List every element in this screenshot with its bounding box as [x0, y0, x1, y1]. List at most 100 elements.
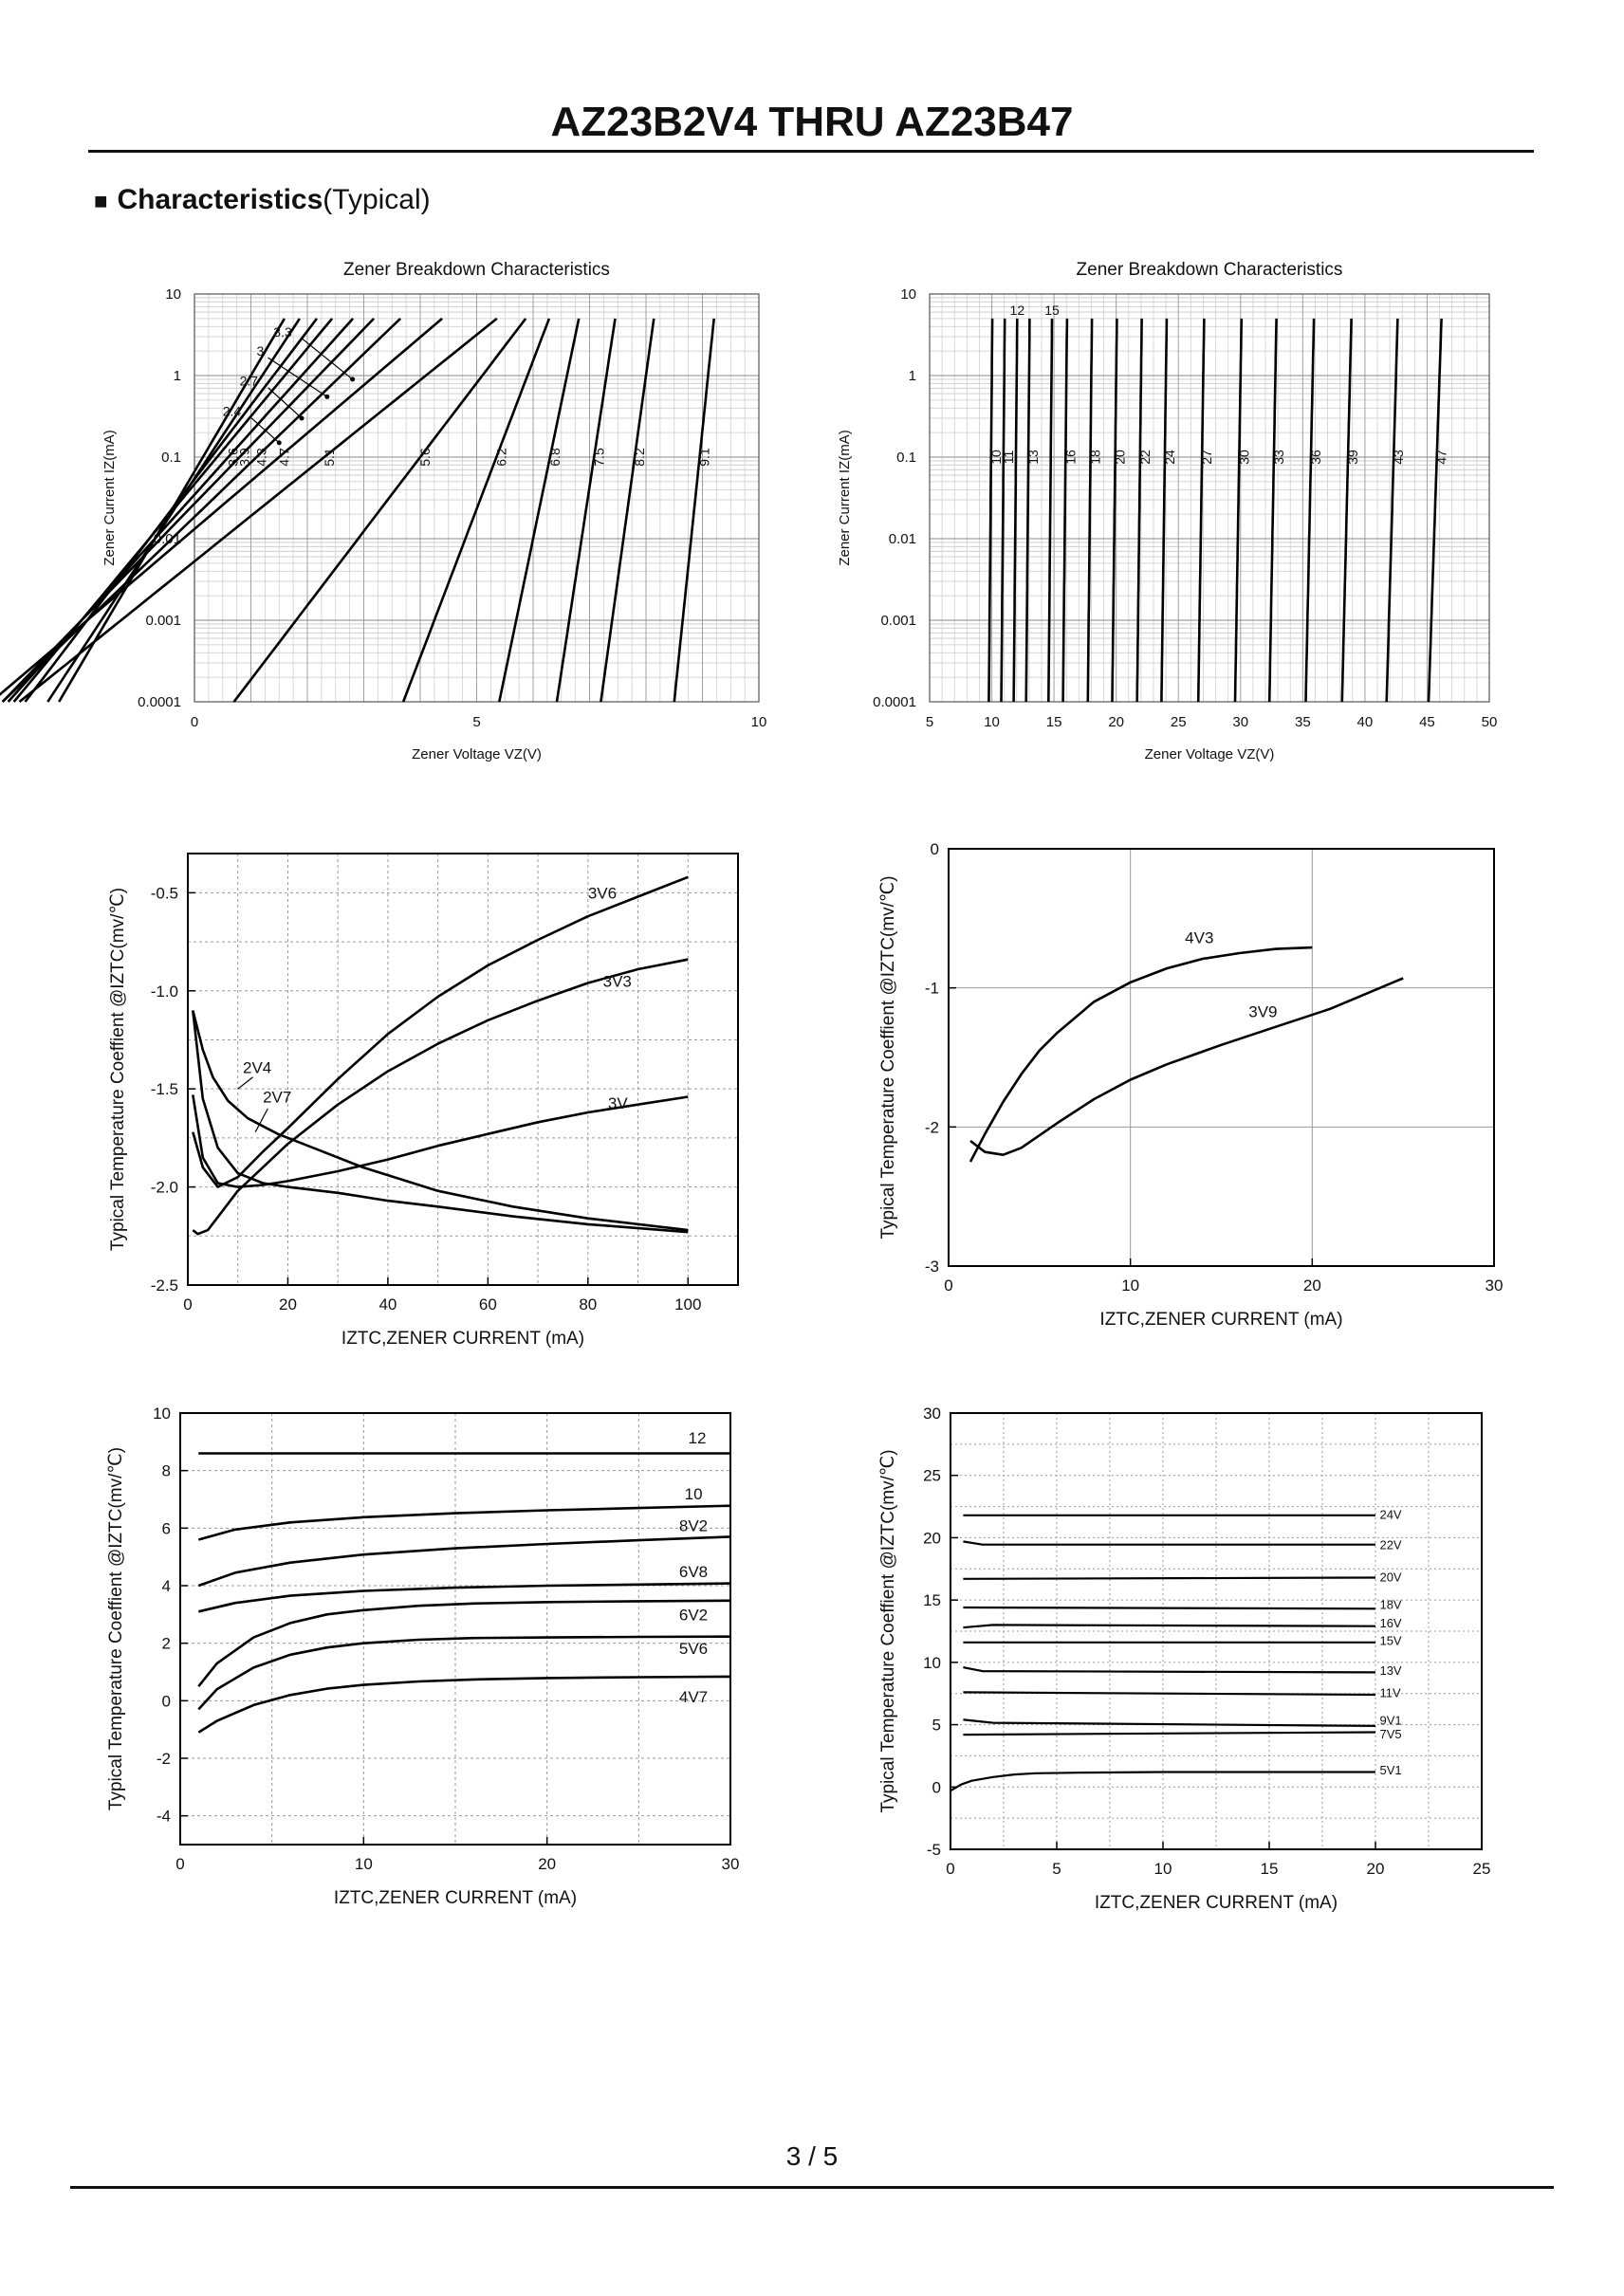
x-tick-label: 30: [722, 1855, 740, 1873]
x-axis-label: IZTC,ZENER CURRENT (mA): [1095, 1893, 1338, 1913]
section-title-bold: Characteristics: [117, 184, 323, 215]
series-label-39: 39: [1345, 450, 1360, 465]
series-label-6v8: 6V8: [679, 1563, 708, 1581]
series-line-5-1: [18, 317, 498, 704]
pointer-arrowhead-2-7: [299, 415, 304, 421]
series-line-5v1: [950, 1771, 1375, 1792]
y-tick-label: -2.5: [151, 1277, 178, 1295]
series-label-3v3: 3V3: [603, 973, 632, 991]
x-tick-label: 25: [1473, 1860, 1491, 1878]
y-axis-label: Typical Temperature Coeffient @IZTC(mv/℃…: [106, 1447, 126, 1810]
series-line-2v4: [192, 1010, 689, 1232]
series-line-6-2: [401, 318, 551, 703]
pointer-arrow-2-4: [250, 417, 280, 444]
series-line-16: [1061, 318, 1069, 703]
y-tick-label: 10: [923, 1654, 941, 1672]
x-axis-label: IZTC,ZENER CURRENT (mA): [1099, 1310, 1342, 1330]
series-line-2v7: [192, 1010, 689, 1234]
x-axis-label: IZTC,ZENER CURRENT (mA): [334, 1888, 577, 1908]
temp-coefficient-chart-low-voltage: 0 20 40 60 80 100 -2.5 -2.0 -1.5 -1.0 -0.5 IZTC,ZEN…: [108, 853, 739, 1349]
y-tick-label: 0: [162, 1692, 171, 1710]
y-tick-label: 30: [923, 1405, 941, 1423]
y-tick-label: -5: [927, 1841, 941, 1859]
y-tick-label: 0: [931, 840, 939, 858]
series-label-43: 43: [1391, 450, 1406, 465]
y-tick-label: 0.0001: [873, 694, 916, 710]
series-line-27: [1196, 318, 1206, 703]
series-line-33: [1267, 318, 1278, 703]
series-label-3-9: 3.9: [237, 448, 252, 467]
y-tick-label: -2: [157, 1750, 171, 1768]
section-title-rest: (Typical): [323, 184, 431, 215]
y-tick-label: 0.01: [889, 531, 916, 547]
pointer-arrow-3-3: [301, 338, 353, 380]
series-line-3v9: [969, 977, 1404, 1156]
series-label-5-6: 5.6: [417, 448, 433, 467]
y-tick-label: -2: [925, 1118, 939, 1136]
series-label-27: 27: [1199, 450, 1214, 465]
y-tick-label: -0.5: [151, 884, 178, 902]
series-label-10: 10: [685, 1485, 703, 1503]
series-line-5-6: [232, 318, 527, 703]
x-tick-label: 5: [926, 714, 933, 730]
x-tick-label: 20: [538, 1855, 556, 1873]
x-tick-label: 0: [946, 1860, 954, 1878]
x-tick-label: 10: [1121, 1277, 1139, 1295]
series-label-12: 12: [689, 1429, 707, 1447]
x-tick-label: 30: [1232, 714, 1248, 730]
series-line-6v8: [198, 1582, 731, 1613]
series-line-18v: [963, 1606, 1376, 1610]
series-line-36: [1304, 318, 1316, 703]
x-tick-label: 15: [1261, 1860, 1279, 1878]
section-heading: ■ Characteristics(Typical): [94, 184, 431, 216]
series-label-3-6: 3.6: [226, 448, 241, 467]
y-tick-label: 2: [162, 1635, 171, 1653]
series-line-8v2: [197, 1535, 731, 1588]
y-tick-label: -1.5: [151, 1080, 178, 1098]
series-line-11: [1000, 318, 1006, 703]
series-line-16v: [963, 1624, 1376, 1629]
series-line-3: [24, 318, 319, 703]
y-tick-label: 15: [923, 1591, 941, 1609]
series-line-3v: [192, 1094, 689, 1188]
y-axis-label: Typical Temperature Coeffient @IZTC(mv/℃…: [878, 875, 898, 1239]
series-line-15: [1047, 318, 1054, 703]
series-label-18v: 18V: [1379, 1597, 1401, 1611]
x-tick-label: 35: [1295, 714, 1311, 730]
series-line-22v: [963, 1540, 1375, 1546]
series-label-11v: 11V: [1379, 1686, 1400, 1700]
x-tick-label: 10: [751, 714, 767, 730]
y-tick-label: 1: [174, 368, 181, 384]
series-line-4-3: [1, 317, 402, 703]
x-tick-label: 20: [1303, 1277, 1321, 1295]
x-tick-label: 10: [984, 714, 1000, 730]
series-label-18: 18: [1088, 450, 1103, 465]
y-tick-label: 0.1: [161, 450, 181, 466]
series-label-33: 33: [1271, 450, 1286, 465]
series-line-4v7: [197, 1675, 731, 1734]
series-line-18: [1086, 318, 1094, 703]
y-tick-label: 4: [162, 1577, 171, 1595]
series-label-36: 36: [1308, 450, 1323, 465]
series-label-6-8: 6.8: [547, 448, 563, 467]
x-tick-label: 0: [191, 714, 198, 730]
series-label-9v1: 9V1: [1379, 1714, 1401, 1728]
x-tick-label: 30: [1486, 1277, 1504, 1295]
series-label-22v: 22V: [1379, 1537, 1401, 1552]
series-label-30: 30: [1236, 450, 1251, 465]
series-line-9v1: [963, 1718, 1376, 1727]
series-line-43: [1385, 318, 1399, 703]
pointer-label-3: 3: [256, 343, 264, 358]
series-label-8v2: 8V2: [679, 1516, 708, 1534]
plot-frame: [187, 853, 739, 1286]
series-label-4-3: 4.3: [253, 448, 268, 467]
x-axis-label: IZTC,ZENER CURRENT (mA): [341, 1329, 584, 1349]
y-tick-label: 0.0001: [138, 694, 181, 710]
series-label-3v6: 3V6: [588, 885, 617, 903]
pointer-label-2-7: 2.7: [240, 374, 259, 389]
y-tick-label: -3: [925, 1258, 939, 1276]
x-tick-label: 15: [1046, 714, 1062, 730]
series-line-13: [1024, 318, 1031, 703]
y-tick-label: 10: [165, 286, 181, 303]
chart-title: Zener Breakdown Characteristics: [1077, 260, 1343, 280]
